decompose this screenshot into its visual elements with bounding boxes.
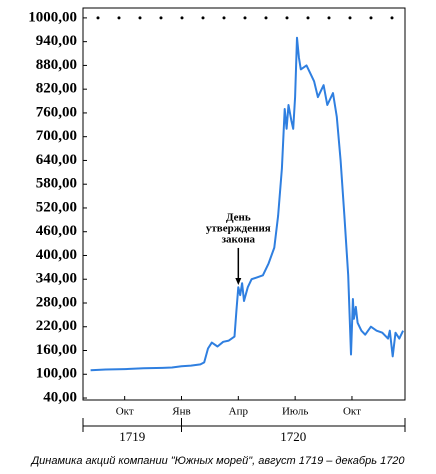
price-line bbox=[90, 36, 405, 372]
y-tick-label: 640,00 bbox=[36, 152, 77, 168]
y-tick-label: 160,00 bbox=[36, 342, 77, 358]
x-tick-label: Июль bbox=[282, 406, 308, 418]
annotation-text: закона bbox=[222, 233, 256, 245]
x-tick-label: Окт bbox=[343, 406, 361, 418]
y-tick-label: 40,00 bbox=[43, 389, 77, 405]
x-tick-label: Апр bbox=[229, 406, 249, 418]
annotation-arrowhead bbox=[235, 277, 242, 285]
y-tick-label: 760,00 bbox=[36, 104, 77, 120]
y-tick-label: 100,00 bbox=[36, 366, 77, 382]
annotation-text: утверждения bbox=[206, 222, 271, 234]
y-tick-label: 340,00 bbox=[36, 271, 77, 287]
y-tick-label: 220,00 bbox=[36, 318, 77, 334]
y-tick-label: 880,00 bbox=[36, 57, 77, 73]
year-label: 1720 bbox=[280, 429, 306, 444]
y-tick-label: 1000,00 bbox=[28, 9, 77, 25]
x-tick-label: Окт bbox=[116, 406, 134, 418]
y-tick-label: 820,00 bbox=[36, 81, 77, 97]
y-tick-label: 940,00 bbox=[36, 33, 77, 49]
year-label: 1719 bbox=[119, 429, 145, 444]
annotation-text: День bbox=[226, 211, 251, 223]
x-tick-label: Янв bbox=[172, 406, 190, 418]
caption: Динамика акций компании "Южных морей", а… bbox=[29, 455, 405, 467]
y-tick-label: 700,00 bbox=[36, 128, 77, 144]
y-tick-label: 520,00 bbox=[36, 199, 77, 215]
y-tick-label: 460,00 bbox=[36, 223, 77, 239]
plot-frame bbox=[82, 7, 406, 401]
y-tick-label: 400,00 bbox=[36, 247, 77, 263]
y-tick-label: 280,00 bbox=[36, 294, 77, 310]
y-tick-label: 580,00 bbox=[36, 176, 77, 192]
